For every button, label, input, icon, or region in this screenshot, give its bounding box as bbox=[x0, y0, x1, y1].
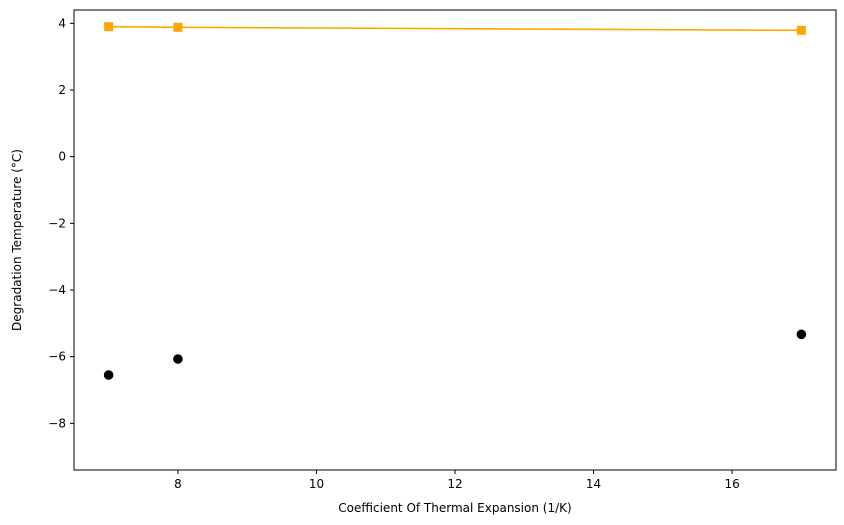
x-tick-label: 8 bbox=[174, 477, 182, 491]
x-tick-label: 16 bbox=[724, 477, 739, 491]
data-point-square bbox=[173, 22, 183, 32]
y-axis: 4 2 0 −2 −4 −6 −8 bbox=[48, 16, 74, 430]
x-axis: 8 10 12 14 16 bbox=[174, 470, 740, 491]
y-tick-label: 2 bbox=[58, 83, 66, 97]
data-point-circle bbox=[796, 329, 807, 340]
x-tick-label: 14 bbox=[586, 477, 601, 491]
y-tick-label: −4 bbox=[48, 283, 66, 297]
y-tick-label: −8 bbox=[48, 416, 66, 430]
y-tick-label: −2 bbox=[48, 216, 66, 230]
y-tick-label: −6 bbox=[48, 350, 66, 364]
x-axis-label: Coefficient Of Thermal Expansion (1/K) bbox=[338, 501, 571, 515]
y-tick-label: 4 bbox=[58, 16, 66, 30]
x-tick-label: 10 bbox=[309, 477, 324, 491]
data-point-square bbox=[796, 25, 806, 35]
data-point-circle bbox=[103, 370, 114, 380]
data-point-circle bbox=[173, 354, 183, 364]
data-point-square bbox=[104, 22, 114, 32]
plot-area bbox=[74, 10, 836, 470]
plot-frame bbox=[73, 9, 837, 471]
chart-marks bbox=[103, 22, 807, 380]
y-tick-label: 0 bbox=[58, 150, 66, 164]
y-axis-label: Degradation Temperature (°C) bbox=[10, 149, 24, 331]
x-tick-label: 12 bbox=[447, 477, 462, 491]
